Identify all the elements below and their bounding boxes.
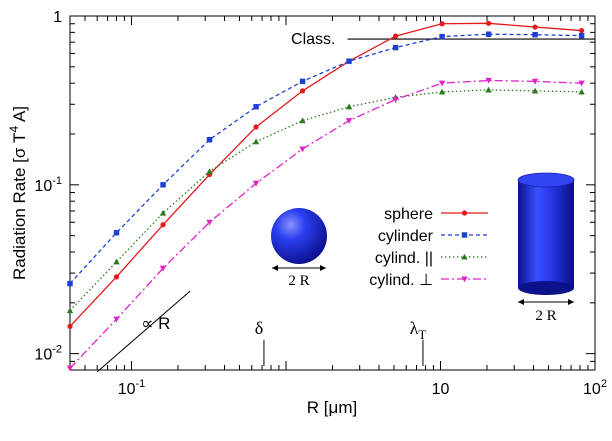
data-point — [439, 33, 445, 40]
data-point — [299, 146, 306, 153]
series-line — [69, 89, 582, 311]
data-point — [253, 124, 259, 130]
data-point — [252, 138, 260, 145]
data-point — [578, 32, 585, 39]
marker-label: λT — [410, 318, 427, 342]
sphere-illustration — [271, 208, 327, 264]
data-point — [299, 78, 306, 85]
cylinder-bottom — [518, 281, 574, 295]
legend-swatch-marker — [461, 232, 468, 238]
data-point — [392, 96, 399, 103]
series-layer — [66, 20, 585, 372]
characteristic-markers: δ λT — [255, 318, 427, 366]
cylinder-scale-arrow-right — [568, 299, 574, 305]
legend-swatch-marker — [461, 253, 468, 260]
y-tick-label: 1 — [53, 9, 62, 26]
data-point — [578, 80, 585, 87]
data-point — [159, 209, 167, 216]
cylinder-top — [517, 172, 575, 188]
series-line — [69, 22, 582, 327]
series-0 — [67, 20, 585, 329]
data-point — [206, 219, 213, 226]
sphere-scale-arrow-right — [320, 265, 326, 271]
series-1 — [67, 31, 585, 287]
data-point — [485, 31, 492, 37]
data-point — [67, 323, 73, 329]
data-point — [113, 316, 120, 323]
data-point — [578, 88, 585, 95]
x-tick-label: 10 — [432, 381, 450, 398]
sphere-scale-arrow-left — [272, 265, 278, 271]
data-point — [345, 118, 353, 124]
data-point — [113, 258, 120, 265]
x-axis-label: R [μm] — [307, 398, 357, 417]
series-2 — [66, 86, 585, 314]
tick-labels: 10-1 10 102 10-2 10-1 1 — [34, 9, 607, 398]
data-point — [439, 21, 445, 27]
classical-reference-label: Class. — [291, 31, 335, 48]
data-point — [579, 27, 585, 34]
data-point — [532, 24, 538, 30]
data-point — [66, 307, 74, 314]
data-point — [67, 280, 73, 287]
y-axis-label: Radiation Rate [σ T4 A] — [7, 106, 29, 280]
data-point — [438, 88, 446, 95]
marker-label: δ — [255, 318, 263, 338]
data-point — [346, 58, 352, 64]
data-point — [160, 222, 166, 228]
data-point — [160, 182, 166, 188]
legend: sphere cylinder cylind. || cylind. ⊥ — [369, 206, 488, 289]
cylinder-scale-arrow-left — [518, 299, 524, 305]
x-tick-label: 10-1 — [118, 378, 146, 398]
data-point — [113, 274, 120, 280]
data-point — [392, 44, 399, 51]
cylinder-body — [518, 180, 574, 288]
legend-label: cylind. ⊥ — [369, 272, 433, 289]
axis-ticks — [69, 15, 596, 371]
legend-label: sphere — [384, 206, 433, 223]
legend-swatch-marker — [461, 210, 468, 216]
series-3 — [66, 77, 585, 372]
cylinder-inset: 2 R — [517, 172, 575, 324]
data-point — [113, 230, 120, 236]
data-point — [531, 87, 539, 94]
data-point — [66, 365, 74, 372]
data-point — [252, 180, 260, 187]
data-point — [438, 80, 446, 87]
data-point — [299, 117, 306, 124]
data-point — [206, 136, 213, 143]
slope-guide-line — [96, 290, 191, 373]
data-point — [299, 88, 306, 94]
data-point — [392, 33, 399, 39]
data-point — [532, 31, 538, 38]
legend-label: cylinder — [378, 228, 434, 245]
data-point — [531, 78, 539, 85]
sphere-scale-label: 2 R — [288, 273, 309, 289]
y-tick-label: 10-1 — [34, 175, 62, 195]
series-line — [69, 33, 582, 285]
data-point — [485, 77, 492, 84]
data-point — [206, 168, 213, 175]
slope-guide-label: ∝ R — [141, 314, 170, 333]
sphere-inset: 2 R — [271, 208, 327, 289]
cylinder-scale-label: 2 R — [535, 308, 556, 324]
data-point — [485, 20, 492, 26]
series-line — [69, 79, 582, 369]
data-point — [253, 104, 259, 110]
legend-swatch-marker — [461, 276, 468, 283]
x-tick-label: 102 — [583, 378, 607, 398]
data-point — [485, 86, 492, 93]
data-point — [159, 265, 167, 272]
y-tick-label: 10-2 — [34, 344, 62, 364]
data-point — [345, 103, 353, 110]
legend-label: cylind. || — [375, 250, 433, 267]
